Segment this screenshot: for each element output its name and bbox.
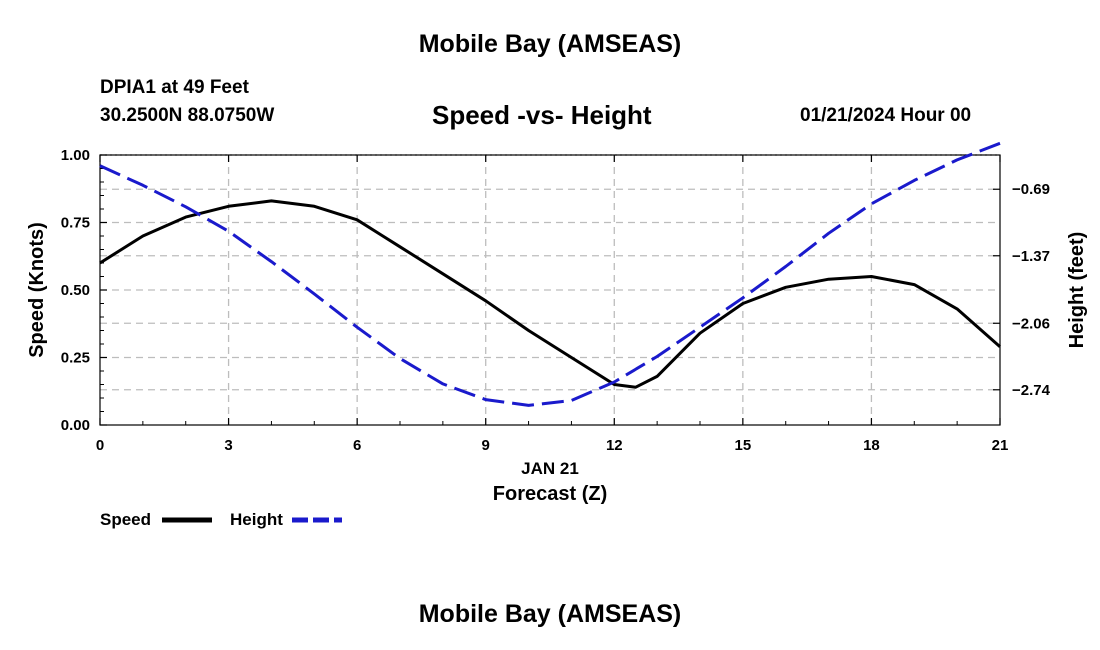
x-tick-label-6: 18 <box>863 437 880 454</box>
y-left-tick-label-2: 0.50 <box>61 282 90 299</box>
x-tick-label-7: 21 <box>992 437 1009 454</box>
y-left-tick-label-4: 1.00 <box>61 147 90 164</box>
legend: Speed Height <box>100 510 342 529</box>
station-label: DPIA1 at 49 Feet <box>100 77 249 98</box>
legend-speed-label: Speed <box>100 510 151 529</box>
y-right-tick-label-1: −1.37 <box>1012 248 1050 265</box>
page-title: Mobile Bay (AMSEAS) <box>418 30 682 58</box>
axes: 0 3 6 9 12 15 18 21 0.00 0.25 0.50 0.75 1.00 −0.69 −1.… <box>61 147 1051 454</box>
y-left-axis-label: Speed (Knots) <box>26 222 48 358</box>
y-left-tick-label-3: 0.75 <box>61 215 90 232</box>
x-tick-label-0: 0 <box>96 437 104 454</box>
coordinates-label: 30.2500N 88.0750W <box>100 105 275 126</box>
grid-lines <box>100 154 1000 425</box>
x-tick-label-1: 3 <box>224 437 232 454</box>
x-axis-label: Forecast (Z) <box>493 483 607 505</box>
legend-height-label: Height <box>230 510 283 529</box>
y-left-tick-label-0: 0.00 <box>61 417 90 434</box>
x-tick-label-3: 9 <box>482 437 490 454</box>
y-right-axis-label: Height (feet) <box>1066 232 1088 349</box>
y-left-tick-label-1: 0.25 <box>61 350 90 367</box>
x-tick-label-4: 12 <box>606 437 623 454</box>
series-speed-line <box>99 199 1001 389</box>
chart-subtitle: Speed -vs- Height <box>432 100 652 130</box>
x-tick-label-2: 6 <box>353 437 361 454</box>
x-tick-label-5: 15 <box>735 437 752 454</box>
forecast-datetime: 01/21/2024 Hour 00 <box>800 105 972 126</box>
y-right-tick-label-3: −2.74 <box>1012 382 1051 399</box>
series-lines <box>99 141 1001 407</box>
footer-title: Mobile Bay (AMSEAS) <box>418 600 682 628</box>
series-height-line <box>99 141 1001 407</box>
y-right-tick-label-2: −2.06 <box>1012 315 1050 332</box>
y-right-tick-label-0: −0.69 <box>1012 181 1050 198</box>
x-axis-date-label: JAN 21 <box>521 459 579 478</box>
